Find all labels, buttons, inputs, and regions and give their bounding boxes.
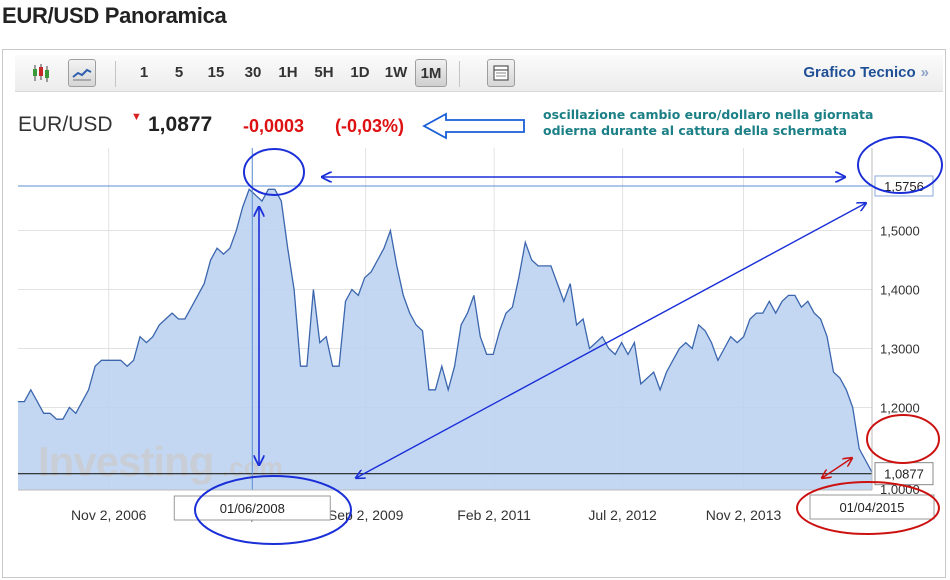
end-date-circle (796, 481, 940, 535)
x-tick-label: Sep 2, 2009 (328, 507, 404, 523)
y-tick-label: 1,3000 (880, 341, 920, 356)
candlestick-icon[interactable] (28, 59, 56, 87)
quote-change: -0,0003 (243, 116, 305, 136)
quote-symbol: EUR/USD (18, 113, 113, 136)
quote-price: 1,0877 (148, 113, 213, 136)
pointer-arrow-icon (422, 112, 525, 140)
timeframe-5h[interactable]: 5H (314, 64, 334, 81)
x-tick-label: Nov 2, 2013 (706, 507, 782, 523)
date-to-max-arrow (356, 203, 866, 478)
end-date-label: 01/04/2015 (839, 500, 904, 515)
technical-chart-link[interactable]: Grafico Tecnico» (803, 64, 929, 81)
y-tick-label: 1,2000 (880, 400, 920, 415)
timeframe-1m[interactable]: 1M (415, 59, 447, 87)
quote-change-percent: (-0,03%) (335, 116, 405, 136)
x-tick-label: Feb 2, 2011 (457, 507, 531, 523)
timeframe-1w[interactable]: 1W (384, 64, 408, 81)
timeframe-1[interactable]: 1 (139, 64, 149, 81)
timeframe-30[interactable]: 30 (244, 64, 262, 81)
table-icon[interactable] (487, 59, 515, 87)
annotation-line-2: odierna durante al cattura della scherma… (543, 123, 848, 138)
annotation-note: oscillazione cambio euro/dollaro nella g… (543, 107, 873, 139)
watermark-text: Investing (38, 438, 213, 485)
down-marker-icon: ▼ (131, 111, 142, 123)
line-chart-icon[interactable] (68, 59, 96, 87)
crosshair-date-circle (194, 475, 352, 545)
current-price-label: 1,0877 (884, 467, 924, 482)
technical-chart-label: Grafico Tecnico (803, 64, 916, 81)
x-tick-label: Nov 2, 2006 (71, 507, 147, 523)
end-date-box (809, 494, 935, 520)
timeframe-15[interactable]: 15 (207, 64, 225, 81)
toolbar-divider (459, 61, 460, 87)
current-label-circle (866, 414, 940, 464)
drawn-annotations (194, 112, 943, 545)
y-tick-label: 1,4000 (880, 283, 920, 298)
y-tick-label: 1,0000 (880, 482, 920, 497)
crosshair-date-label: 01/06/2008 (220, 501, 285, 516)
chart-ticks: 1,2000 1,3000 1,4000 1,5000 1,0000 Nov 2, 200… (71, 175, 935, 523)
page-title: EUR/USD Panoramica (2, 3, 227, 28)
timeframe-1h[interactable]: 1H (278, 64, 298, 81)
end-to-current-arrow (822, 458, 852, 478)
annotation-line-1: oscillazione cambio euro/dollaro nella g… (543, 107, 874, 122)
chart-toolbar: 1 5 15 30 1H 5H 1D 1W 1M Grafico Tecnico… (15, 55, 943, 92)
max-label-circle (857, 136, 943, 194)
chevron-right-icon: » (920, 64, 929, 81)
crosshair-date-box (173, 495, 331, 521)
y-tick-label: 1,5000 (880, 224, 920, 239)
toolbar-divider (115, 61, 116, 87)
peak-circle (243, 148, 305, 196)
max-price-label: 1,5756 (884, 179, 924, 194)
timeframe-5[interactable]: 5 (174, 64, 184, 81)
x-tick-label: Jul 2, 2012 (588, 507, 657, 523)
timeframe-1d[interactable]: 1D (350, 64, 370, 81)
